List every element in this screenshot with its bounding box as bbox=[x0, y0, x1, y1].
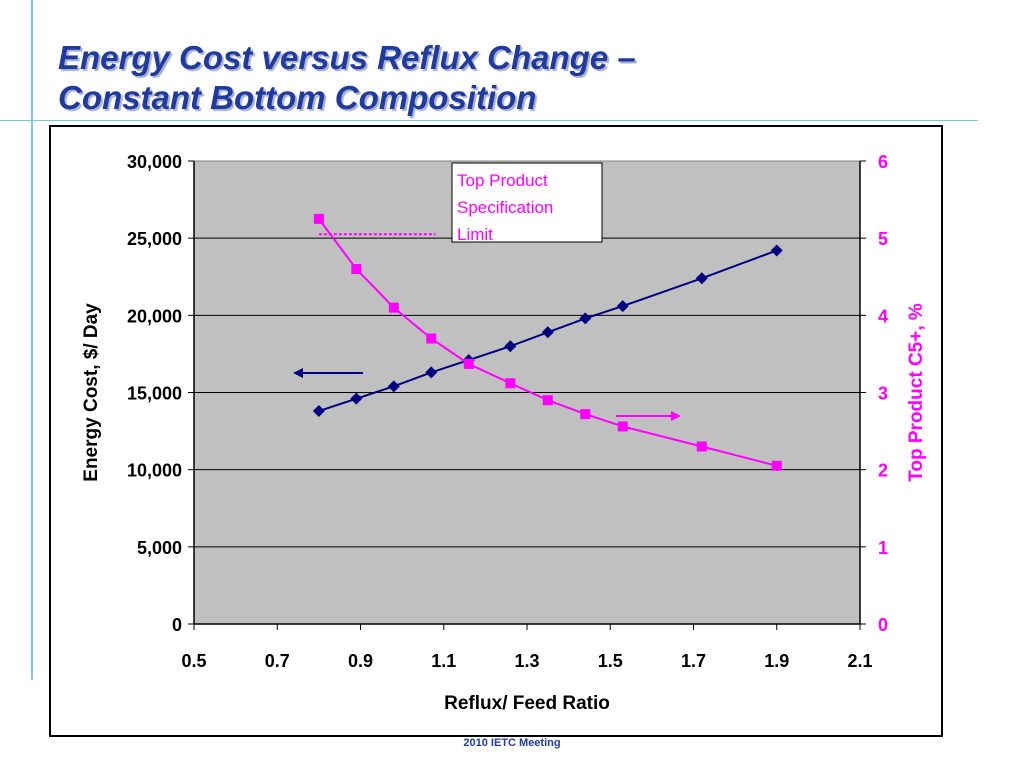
y-tick-label: 5,000 bbox=[137, 538, 182, 558]
chart-frame: 0 5,000 10,000 15,000 20,000 25,000 30,000 0 1 2 3… bbox=[49, 125, 943, 737]
spec-limit-label: Specification bbox=[457, 198, 553, 217]
footer-text: 2010 IETC Meeting bbox=[463, 737, 561, 749]
title-line-2: Constant Bottom Composition bbox=[58, 79, 537, 116]
c5-point bbox=[580, 409, 591, 420]
spec-limit-label: Limit bbox=[457, 225, 493, 244]
decorative-vertical-line bbox=[31, 0, 33, 680]
c5-point bbox=[351, 264, 362, 275]
slide-title: Energy Cost versus Reflux Change – Const… bbox=[58, 38, 636, 118]
energy-cost-point bbox=[504, 340, 517, 353]
c5-point bbox=[463, 358, 474, 369]
energy-cost-point bbox=[616, 300, 629, 313]
y-axis-title: Energy Cost, $/ Day bbox=[81, 303, 102, 482]
spec-limit-label: Top Product bbox=[457, 171, 548, 190]
c5-point bbox=[505, 378, 516, 389]
y2-tick-label: 3 bbox=[878, 384, 888, 404]
c5-point bbox=[542, 395, 553, 406]
y-tick-label: 10,000 bbox=[127, 461, 182, 481]
energy-cost-point bbox=[770, 244, 783, 257]
decorative-horizontal-line bbox=[0, 120, 978, 121]
energy-cost-point bbox=[312, 405, 325, 418]
x-axis-title: Reflux/ Feed Ratio bbox=[444, 693, 610, 714]
y2-tick-label: 4 bbox=[878, 306, 888, 326]
c5-point bbox=[696, 441, 707, 452]
y-tick-label: 30,000 bbox=[127, 152, 182, 172]
x-tick-label: 1.9 bbox=[764, 651, 789, 671]
y-tick-label: 15,000 bbox=[127, 384, 182, 404]
title-line-1: Energy Cost versus Reflux Change – bbox=[58, 39, 636, 76]
energy-cost-point bbox=[387, 380, 400, 393]
y-tick-label: 20,000 bbox=[127, 306, 182, 326]
y2-tick-label: 5 bbox=[878, 229, 888, 249]
energy-cost-point bbox=[541, 326, 554, 339]
x-tick-label: 2.1 bbox=[847, 651, 872, 671]
c5-point bbox=[617, 421, 628, 432]
c5-point bbox=[388, 302, 399, 313]
left-axis-arrow-head bbox=[293, 368, 303, 378]
energy-cost-point bbox=[350, 392, 363, 405]
x-tick-label: 0.7 bbox=[265, 651, 290, 671]
energy-cost-point bbox=[695, 272, 708, 285]
energy-cost-point bbox=[579, 312, 592, 325]
c5-point bbox=[313, 213, 324, 224]
energy-cost-point bbox=[425, 366, 438, 379]
x-tick-label: 1.3 bbox=[514, 651, 539, 671]
y2-tick-label: 2 bbox=[878, 461, 888, 481]
right-axis-arrow-head bbox=[671, 411, 681, 421]
y2-tick-label: 6 bbox=[878, 152, 888, 172]
spec-limit-box bbox=[451, 162, 603, 243]
y2-tick-label: 0 bbox=[878, 615, 888, 635]
y-tick-label: 25,000 bbox=[127, 229, 182, 249]
c5-point bbox=[771, 460, 782, 471]
c5-point bbox=[426, 333, 437, 344]
x-tick-label: 0.5 bbox=[181, 651, 206, 671]
x-tick-label: 1.1 bbox=[431, 651, 456, 671]
x-tick-label: 0.9 bbox=[348, 651, 373, 671]
x-tick-label: 1.5 bbox=[598, 651, 623, 671]
x-tick-label: 1.7 bbox=[681, 651, 706, 671]
y2-axis-title: Top Product C5+, % bbox=[906, 303, 927, 482]
chart: 0 5,000 10,000 15,000 20,000 25,000 30,000 0 1 2 3… bbox=[81, 152, 927, 714]
y2-tick-label: 1 bbox=[878, 538, 888, 558]
y-tick-label: 0 bbox=[172, 615, 182, 635]
